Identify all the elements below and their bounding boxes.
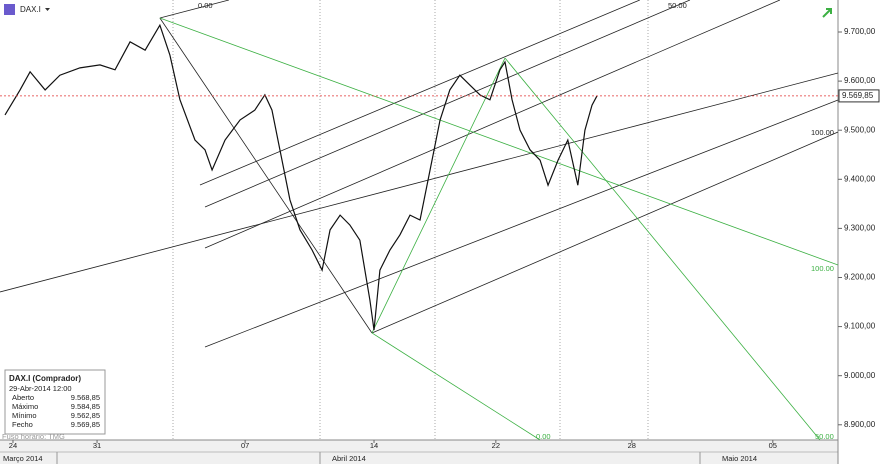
trend-line xyxy=(159,17,373,334)
trend-line xyxy=(371,131,839,334)
trend-line xyxy=(204,99,839,348)
y-tick-label: 9.300,00 xyxy=(844,224,876,233)
info-key: Mínimo xyxy=(12,411,37,420)
info-value: 9.569,85 xyxy=(71,420,100,429)
month-label: Março 2014 xyxy=(3,454,43,463)
x-tick-label: 24 xyxy=(9,441,17,450)
info-key: Fecho xyxy=(12,420,33,429)
x-tick-label: 22 xyxy=(492,441,500,450)
trend-line xyxy=(159,0,229,19)
plot xyxy=(4,23,598,331)
last-price-box xyxy=(838,89,880,103)
drawing-tools xyxy=(0,0,839,441)
y-tick-label: 9.000,00 xyxy=(844,371,876,380)
info-datetime: 29-Abr-2014 12:00 xyxy=(9,384,72,393)
info-panel xyxy=(4,369,106,435)
timezone: Fuso horário: TMG xyxy=(2,432,65,441)
info-value: 9.562,85 xyxy=(71,411,100,420)
y-tick-label: 9.400,00 xyxy=(844,174,876,183)
y-tick-label: 8.900,00 xyxy=(844,420,876,429)
info-value: 9.568,85 xyxy=(71,393,100,402)
x-tick-label: 14 xyxy=(370,441,378,450)
price-line xyxy=(4,23,598,331)
symbol[interactable]: DAX.I xyxy=(20,5,41,14)
dropdown-arrow[interactable] xyxy=(45,8,50,11)
info-key: Máximo xyxy=(12,402,38,411)
y-tick-label: 9.600,00 xyxy=(844,76,876,85)
info-box: DAX.I (Comprador) 29-Abr-2014 12:00 Aber… xyxy=(4,369,106,435)
fib-label: 50.00 xyxy=(815,432,834,441)
info-key: Aberto xyxy=(12,393,34,402)
fib-label: 0.00 xyxy=(536,432,551,441)
x-tick-label: 28 xyxy=(628,441,636,450)
trend-line xyxy=(371,332,541,441)
trend-line xyxy=(204,0,781,249)
fib-label: 100.00 xyxy=(811,128,834,137)
trend-line xyxy=(0,72,839,293)
symbol-icon xyxy=(4,4,15,15)
month-label: Maio 2014 xyxy=(722,454,757,463)
last-price-label: 9.569,85 xyxy=(842,91,874,100)
trend-line xyxy=(504,57,821,441)
month-label: Abril 2014 xyxy=(332,454,366,463)
y-tick-label: 9.500,00 xyxy=(844,125,876,134)
y-tick-label: 9.100,00 xyxy=(844,322,876,331)
trend-line xyxy=(204,0,691,208)
info-value: 9.584,85 xyxy=(71,402,100,411)
info-title: DAX.I (Comprador) xyxy=(9,374,81,383)
trend-line xyxy=(159,17,839,266)
x-tick-label: 05 xyxy=(769,441,777,450)
separators xyxy=(172,0,649,440)
x-tick-label: 31 xyxy=(93,441,101,450)
fib-label: 100.00 xyxy=(811,264,834,273)
fib-label: 50.00 xyxy=(668,1,687,10)
trend-line xyxy=(199,0,640,186)
trend-line xyxy=(371,57,506,334)
y-tick-label: 9.700,00 xyxy=(844,27,876,36)
trend-icon[interactable] xyxy=(822,8,832,18)
fib-label: 0.00 xyxy=(198,1,213,10)
x-tick-label: 07 xyxy=(241,441,249,450)
y-tick-label: 9.200,00 xyxy=(844,273,876,282)
